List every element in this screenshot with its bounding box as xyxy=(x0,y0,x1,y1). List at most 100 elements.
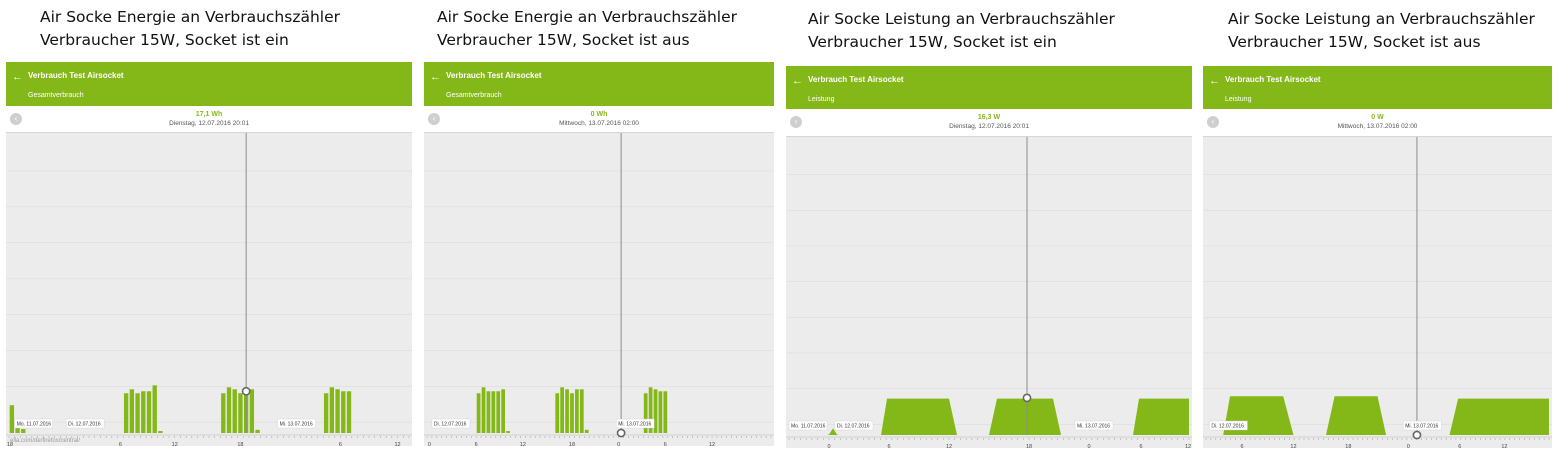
caption-line-1: Air Socke Leistung an Verbrauchszähler xyxy=(1228,10,1535,28)
back-arrow-icon[interactable]: ← xyxy=(430,71,441,83)
cursor-marker xyxy=(1022,393,1032,403)
back-arrow-icon[interactable]: ← xyxy=(792,75,803,87)
x-tick-label: 6 xyxy=(475,442,478,446)
screenshot-panel-1: ← Verbrauch Test Airsocket Gesamtverbrau… xyxy=(6,62,412,446)
date-label: Di. 12.07.2016 xyxy=(431,418,471,429)
date-label: Di. 12.07.2016 xyxy=(834,420,874,431)
date-label: Di. 12.07.2016 xyxy=(1209,420,1248,431)
info-bar: ‹ 0 W Mittwoch, 13.07.2016 02:00 xyxy=(1203,109,1552,136)
consumption-chart[interactable]: 18 6 12 18 6 12 Mo. 11.07.2016 Di. 12.07.2016 Mi… xyxy=(6,133,412,446)
bar xyxy=(15,425,20,433)
bar xyxy=(226,387,232,433)
chart-area[interactable]: 0 6 12 18 0 6 12 Di. 12.07.2016 Mi. 13.07.2016 xyxy=(424,132,774,446)
bar xyxy=(152,385,157,433)
x-tick-label: 6 xyxy=(339,442,342,446)
date-label: Mi. 13.07.2016 xyxy=(1403,420,1442,431)
bar xyxy=(555,393,560,433)
x-tick-label: 0 xyxy=(827,444,830,448)
consumption-chart[interactable]: 0 6 12 18 0 6 12 Di. 12.07.2016 Mi. 13.07.2016 xyxy=(424,133,774,446)
power-area xyxy=(1206,396,1549,435)
x-tick-label: 12 xyxy=(1290,444,1296,448)
app-title: Verbrauch Test Airsocket xyxy=(1225,75,1321,84)
bar xyxy=(648,387,653,433)
url-overlay: ella.com/de/firefox/central/ xyxy=(10,438,81,444)
caption-line-1: Air Socke Leistung an Verbrauchszähler xyxy=(808,10,1115,28)
previous-arrow-icon[interactable]: ‹ xyxy=(1207,116,1219,128)
date-label: Mo. 11.07.2016 xyxy=(788,420,828,431)
date-label-box xyxy=(1074,420,1114,431)
bar xyxy=(329,387,335,433)
date-label-box xyxy=(1403,420,1442,431)
date-label-text: Mo. 11.07.2016 xyxy=(791,423,826,429)
x-tick-label: 6 xyxy=(1139,444,1142,448)
bar xyxy=(255,429,260,433)
tab-subtitle[interactable]: Gesamtverbrauch xyxy=(446,92,502,99)
caption-panel-2: Air Socke Energie an Verbrauchszähler Ve… xyxy=(437,6,737,52)
tab-subtitle[interactable]: Gesamtverbrauch xyxy=(28,92,84,99)
info-bar: ‹ 16,3 W Dienstag, 12.07.2016 20:01 xyxy=(786,109,1192,136)
date-label-box xyxy=(65,418,105,429)
bar xyxy=(579,389,584,433)
chart-area[interactable]: 0 6 12 18 0 6 12 Mo. 11.07.2016 Di. 12.07.2016 Mi… xyxy=(786,136,1192,448)
app-bar: ← Verbrauch Test Airsocket Gesamtverbrau… xyxy=(6,62,412,106)
caption-line-1: Air Socke Energie an Verbrauchszähler xyxy=(437,8,737,26)
current-value: 0 W xyxy=(1371,114,1384,121)
date-label-text: Mi. 13.07.2016 xyxy=(1077,423,1110,429)
x-tick-label: 0 xyxy=(1407,444,1410,448)
current-value: 0 Wh xyxy=(590,111,608,118)
caption-line-2: Verbraucher 15W, Socket ist aus xyxy=(1228,33,1481,51)
bar xyxy=(575,389,579,433)
bar xyxy=(9,405,15,433)
x-tick-label: 12 xyxy=(709,442,715,446)
power-area xyxy=(809,398,1189,435)
current-datetime: Mittwoch, 13.07.2016 02:00 xyxy=(559,120,639,127)
power-chart[interactable]: 0 6 12 18 0 6 12 Mo. 11.07.2016 Di. 12.07.2016 Mi… xyxy=(786,137,1192,448)
date-label-box xyxy=(14,418,53,429)
bar xyxy=(658,391,663,433)
bar xyxy=(129,389,135,433)
caption-line-2: Verbraucher 15W, Socket ist aus xyxy=(437,31,690,49)
bar xyxy=(135,393,140,433)
bar xyxy=(158,431,163,433)
x-tick-label: 6 xyxy=(1458,444,1461,448)
back-arrow-icon[interactable]: ← xyxy=(1209,75,1220,87)
current-datetime: Mittwoch, 13.07.2016 02:00 xyxy=(1337,123,1418,130)
back-arrow-icon[interactable]: ← xyxy=(12,71,23,83)
bar xyxy=(341,391,346,433)
date-label-text: Di. 12.07.2016 xyxy=(837,423,870,429)
bar xyxy=(476,393,481,433)
info-bar: ‹ 17,1 Wh Dienstag, 12.07.2016 20:01 xyxy=(6,106,412,132)
cursor-marker xyxy=(241,386,251,396)
tab-subtitle[interactable]: Leistung xyxy=(808,96,835,103)
bar xyxy=(560,387,565,433)
app-bar: ← Verbrauch Test Airsocket Gesamtverbrau… xyxy=(424,62,774,106)
date-label-box xyxy=(834,420,874,431)
x-tick-label: 12 xyxy=(395,442,401,446)
chart-area[interactable]: 18 6 12 18 6 12 Mo. 11.07.2016 Di. 12.07.2016 Mi… xyxy=(6,132,412,446)
date-label-box xyxy=(1209,420,1248,431)
x-tick-label: 6 xyxy=(664,442,667,446)
bar xyxy=(653,389,658,433)
current-value: 17,1 Wh xyxy=(195,111,223,118)
tab-subtitle[interactable]: Leistung xyxy=(1225,96,1252,103)
bar xyxy=(249,389,255,433)
x-tick-label: 0 xyxy=(617,442,620,446)
date-label: Mi. 13.07.2016 xyxy=(277,418,316,429)
app-bar: ← Verbrauch Test Airsocket Leistung xyxy=(1203,66,1552,109)
bar xyxy=(141,391,146,433)
bar xyxy=(123,393,129,433)
app-title: Verbrauch Test Airsocket xyxy=(28,71,124,80)
bar xyxy=(491,391,496,433)
cursor-marker xyxy=(616,428,626,438)
current-datetime: Dienstag, 12.07.2016 20:01 xyxy=(169,120,249,127)
app-bar: ← Verbrauch Test Airsocket Leistung xyxy=(786,66,1192,109)
power-chart[interactable]: 6 12 18 0 6 12 Di. 12.07.2016 Mi. 13.07.2016 xyxy=(1203,137,1552,448)
bar xyxy=(565,389,569,433)
previous-arrow-icon[interactable]: ‹ xyxy=(10,113,22,125)
previous-arrow-icon[interactable]: ‹ xyxy=(428,113,440,125)
x-tick-label: 6 xyxy=(887,444,890,448)
x-tick-label: 18 xyxy=(569,442,575,446)
bar xyxy=(346,391,352,433)
chart-area[interactable]: 6 12 18 0 6 12 Di. 12.07.2016 Mi. 13.07.2016 xyxy=(1203,136,1552,448)
previous-arrow-icon[interactable]: ‹ xyxy=(790,116,802,128)
